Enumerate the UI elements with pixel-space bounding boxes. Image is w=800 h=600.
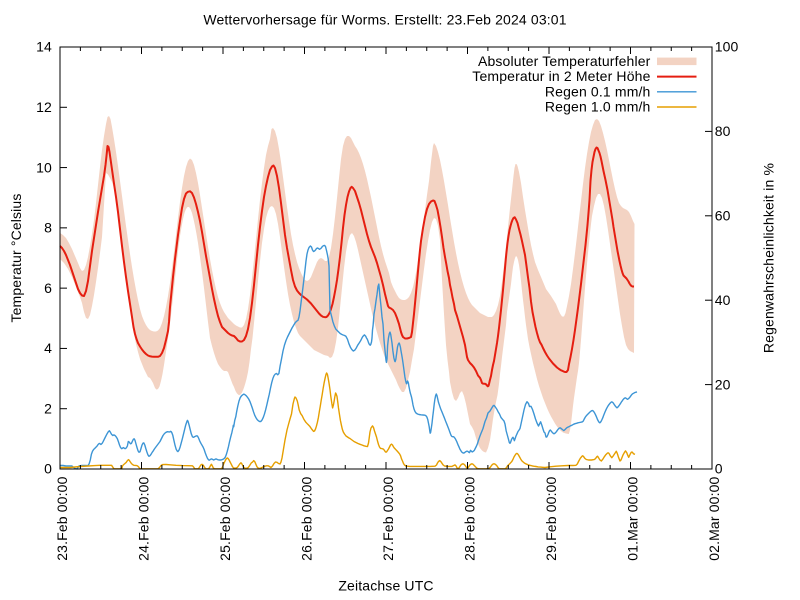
svg-text:14: 14 — [36, 39, 52, 55]
svg-text:Absoluter Temperaturfehler: Absoluter Temperaturfehler — [478, 53, 651, 69]
svg-text:Regenwahrscheinlichkeit in %: Regenwahrscheinlichkeit in % — [761, 163, 777, 353]
svg-text:0: 0 — [715, 461, 723, 477]
svg-text:28.Feb 00:00: 28.Feb 00:00 — [461, 476, 477, 560]
svg-text:01.Mar 00:00: 01.Mar 00:00 — [624, 476, 640, 560]
svg-text:6: 6 — [44, 280, 52, 296]
svg-text:60: 60 — [715, 208, 731, 224]
svg-text:Regen 1.0 mm/h: Regen 1.0 mm/h — [545, 99, 651, 115]
svg-text:8: 8 — [44, 220, 52, 236]
svg-text:Zeitachse UTC: Zeitachse UTC — [338, 578, 433, 594]
svg-text:Temperatur in 2 Meter Höhe: Temperatur in 2 Meter Höhe — [472, 68, 650, 84]
svg-text:40: 40 — [715, 292, 731, 308]
svg-text:27.Feb 00:00: 27.Feb 00:00 — [380, 476, 396, 560]
svg-text:12: 12 — [36, 99, 52, 115]
svg-text:25.Feb 00:00: 25.Feb 00:00 — [217, 476, 233, 560]
svg-text:23.Feb 00:00: 23.Feb 00:00 — [54, 476, 70, 560]
svg-text:2: 2 — [44, 400, 52, 416]
svg-text:20: 20 — [715, 376, 731, 392]
svg-text:29.Feb 00:00: 29.Feb 00:00 — [543, 476, 559, 560]
svg-text:02.Mar 00:00: 02.Mar 00:00 — [706, 476, 722, 560]
svg-text:Regen 0.1 mm/h: Regen 0.1 mm/h — [545, 83, 651, 99]
svg-text:26.Feb 00:00: 26.Feb 00:00 — [298, 476, 314, 560]
svg-text:24.Feb 00:00: 24.Feb 00:00 — [135, 476, 151, 560]
svg-text:Wettervorhersage für Worms. Er: Wettervorhersage für Worms. Erstellt: 23… — [203, 12, 566, 28]
svg-text:10: 10 — [36, 159, 52, 175]
svg-text:Temperatur °Celsius: Temperatur °Celsius — [8, 193, 24, 322]
svg-text:4: 4 — [44, 340, 52, 356]
svg-text:100: 100 — [715, 39, 739, 55]
svg-text:0: 0 — [44, 461, 52, 477]
svg-text:80: 80 — [715, 123, 731, 139]
